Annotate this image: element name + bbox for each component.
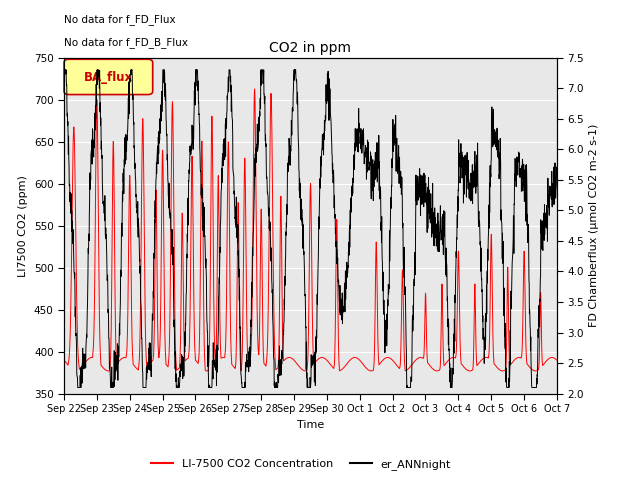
X-axis label: Time: Time <box>297 420 324 430</box>
FancyBboxPatch shape <box>64 60 153 95</box>
Title: CO2 in ppm: CO2 in ppm <box>269 41 351 55</box>
Text: BA_flux: BA_flux <box>84 71 133 84</box>
Text: No data for f_FD_Flux: No data for f_FD_Flux <box>64 14 175 25</box>
Legend: LI-7500 CO2 Concentration, er_ANNnight: LI-7500 CO2 Concentration, er_ANNnight <box>146 455 456 474</box>
Y-axis label: LI7500 CO2 (ppm): LI7500 CO2 (ppm) <box>19 175 28 276</box>
Y-axis label: FD Chamberflux (μmol CO2 m-2 s-1): FD Chamberflux (μmol CO2 m-2 s-1) <box>589 124 600 327</box>
Text: No data for f_FD_B_Flux: No data for f_FD_B_Flux <box>64 37 188 48</box>
